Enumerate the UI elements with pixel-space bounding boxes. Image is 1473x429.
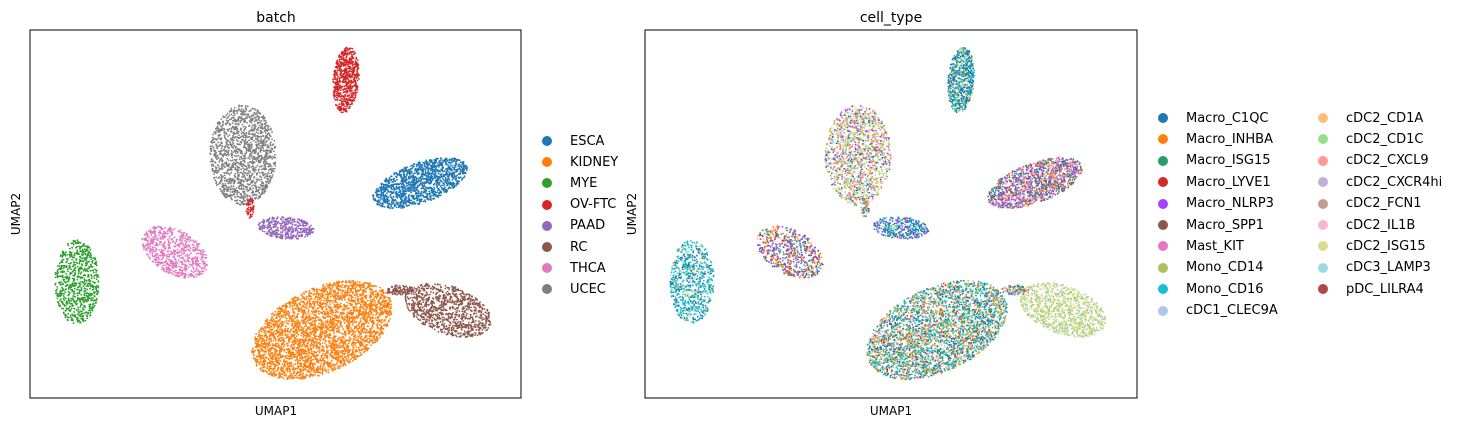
legend-marker	[542, 157, 552, 168]
legend-entry: Macro_SPP1	[1158, 217, 1264, 233]
legend-label: pDC_LILRA4	[1346, 282, 1424, 297]
x-axis-label: UMAP1	[255, 404, 297, 418]
legend-marker	[1158, 220, 1168, 230]
legend-label: Mast_KIT	[1186, 239, 1244, 254]
y-axis-label: UMAP2	[625, 193, 639, 235]
legend-entry: THCA	[542, 260, 606, 276]
legend-entry: OV-FTC	[542, 197, 616, 213]
legend-entry: Macro_LYVE1	[1158, 174, 1271, 190]
legend-marker	[1158, 198, 1168, 209]
legend-label: RC	[570, 240, 587, 255]
legend-label: UCEC	[570, 282, 606, 297]
legend-marker	[542, 178, 552, 189]
legend-entry: Mono_CD16	[1158, 281, 1264, 297]
panel-title: cell_type	[860, 10, 922, 26]
legend-marker	[542, 199, 552, 210]
legend-label: OV-FTC	[570, 197, 616, 212]
legend-label: Mono_CD14	[1186, 260, 1264, 275]
legend-marker	[1158, 262, 1168, 273]
legend-marker	[1158, 284, 1168, 295]
legend-label: THCA	[570, 261, 606, 276]
legend-label: MYE	[570, 176, 597, 191]
legend-label: cDC2_CD1C	[1346, 132, 1423, 147]
legend-label: cDC3_LAMP3	[1346, 260, 1431, 275]
legend-marker	[1158, 134, 1168, 145]
legend-entry: cDC2_CXCR4hi	[1318, 174, 1442, 190]
legend-entry: Macro_ISG15	[1158, 153, 1271, 169]
legend-label: Macro_ISG15	[1186, 153, 1271, 168]
legend-entry: Mast_KIT	[1158, 238, 1244, 254]
scatter-points	[54, 46, 492, 381]
legend-label: cDC2_CD1A	[1346, 111, 1423, 126]
legend-label: Macro_NLRP3	[1186, 196, 1274, 211]
legend-entry: UCEC	[542, 281, 606, 297]
plot-frame	[29, 29, 522, 399]
legend-label: ESCA	[570, 134, 604, 149]
scatter-points	[669, 46, 1107, 381]
legend-label: Mono_CD16	[1186, 282, 1264, 297]
legend-entry: KIDNEY	[542, 154, 618, 170]
legend-marker	[542, 263, 552, 274]
legend-marker	[542, 220, 552, 231]
legend-label: cDC2_FCN1	[1346, 196, 1422, 211]
legend-label: Macro_SPP1	[1186, 218, 1264, 233]
legend-label: KIDNEY	[570, 155, 618, 170]
legend-entry: cDC2_CD1A	[1318, 110, 1423, 126]
legend-entry: RC	[542, 239, 587, 255]
x-axis-label: UMAP1	[870, 404, 912, 418]
legend-entry: cDC2_CD1C	[1318, 131, 1423, 147]
legend-marker	[1158, 113, 1168, 123]
legend-entry: cDC1_CLEC9A	[1158, 303, 1278, 319]
legend-label: cDC2_IL1B	[1346, 218, 1415, 233]
legend-label: cDC2_CXCL9	[1346, 153, 1429, 168]
legend-entry: pDC_LILRA4	[1318, 281, 1424, 297]
legend-entry: Mono_CD14	[1158, 260, 1264, 276]
cell-type-panel: cell_type UMAP1 UMAP2	[625, 10, 1138, 418]
legend-entry: cDC2_IL1B	[1318, 217, 1415, 233]
plot-frame	[644, 29, 1138, 399]
legend-marker	[1158, 177, 1168, 188]
legend-marker	[1318, 198, 1328, 209]
legend-marker	[1318, 220, 1328, 230]
legend-label: Macro_INHBA	[1186, 132, 1273, 147]
legend-label: Macro_C1QC	[1186, 111, 1269, 126]
legend-label: PAAD	[570, 218, 605, 233]
legend-label: Macro_LYVE1	[1186, 175, 1271, 190]
legend-entry: cDC2_CXCL9	[1318, 153, 1429, 169]
legend-marker	[542, 242, 552, 252]
legend-marker	[1158, 241, 1168, 252]
legend-entry: Macro_C1QC	[1158, 110, 1269, 126]
legend-entry: cDC2_FCN1	[1318, 196, 1422, 212]
legend-marker	[1318, 134, 1328, 145]
legend-label: cDC2_CXCR4hi	[1346, 175, 1442, 190]
legend-label: cDC1_CLEC9A	[1186, 303, 1278, 318]
legend-marker	[1318, 284, 1328, 295]
legend-entry: Macro_INHBA	[1158, 131, 1273, 147]
legend-marker	[1318, 177, 1328, 188]
legend-label: cDC2_ISG15	[1346, 239, 1426, 254]
batch-panel: batch UMAP1 UMAP2	[9, 10, 522, 418]
legend-marker	[1318, 113, 1328, 123]
legend-marker	[542, 284, 552, 295]
legend-entry: MYE	[542, 175, 597, 191]
legend-marker	[1318, 241, 1328, 252]
legend-marker	[542, 136, 552, 146]
legend-marker	[1158, 155, 1168, 166]
y-axis-label: UMAP2	[9, 193, 23, 235]
legend-entry: cDC3_LAMP3	[1318, 260, 1431, 276]
legend-entry: cDC2_ISG15	[1318, 238, 1426, 254]
panel-title: batch	[256, 10, 296, 26]
legend-entry: PAAD	[542, 218, 605, 234]
legend-marker	[1318, 262, 1328, 273]
legend-marker	[1158, 305, 1168, 316]
legend-entry: ESCA	[542, 133, 604, 149]
legend-marker	[1318, 155, 1328, 166]
legend-entry: Macro_NLRP3	[1158, 196, 1274, 212]
